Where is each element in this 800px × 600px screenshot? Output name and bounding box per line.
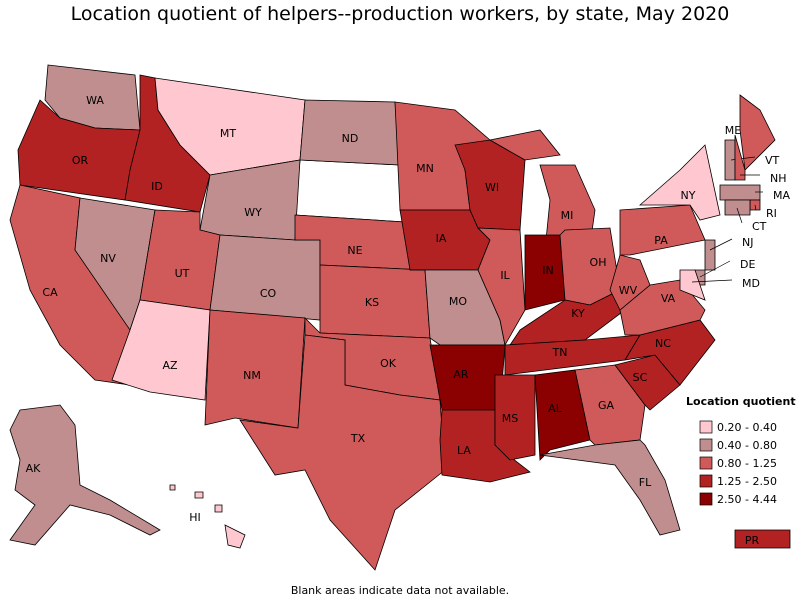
state-label: PR xyxy=(745,534,760,547)
state-label: KY xyxy=(571,307,585,320)
state xyxy=(614,354,681,411)
state-label: VT xyxy=(765,154,780,167)
leader-line xyxy=(754,204,757,211)
state xyxy=(534,369,591,461)
state-label: CA xyxy=(42,286,58,299)
state-label: NV xyxy=(100,252,116,265)
state xyxy=(9,404,161,546)
state-label: MO xyxy=(449,295,467,308)
state xyxy=(476,227,526,347)
state-label: MT xyxy=(220,127,236,140)
state-label: OK xyxy=(380,357,397,370)
legend-label: 0.40 - 0.80 xyxy=(717,439,777,452)
state-label: ND xyxy=(342,132,359,145)
leader-line xyxy=(709,238,733,251)
state xyxy=(638,144,721,221)
state xyxy=(739,94,776,171)
state-label: ME xyxy=(725,124,741,137)
state-label: NC xyxy=(655,337,671,350)
legend-title: Location quotient xyxy=(686,395,796,408)
state-label: OH xyxy=(590,256,607,269)
legend-swatch xyxy=(699,438,713,452)
state-label: MD xyxy=(742,277,760,290)
legend-swatch xyxy=(699,456,713,470)
state-label: CO xyxy=(260,287,277,300)
legend-swatch xyxy=(699,492,713,506)
state-label: WA xyxy=(86,94,104,107)
state-label: IL xyxy=(500,269,510,282)
state-label: OR xyxy=(72,154,89,167)
state-label: AK xyxy=(26,462,42,475)
legend-label: 0.80 - 1.25 xyxy=(717,457,777,470)
state-label: KS xyxy=(365,296,379,309)
state-label: AL xyxy=(548,402,563,415)
state-label: WV xyxy=(619,284,638,297)
leader-line xyxy=(736,207,743,224)
state-label: NH xyxy=(770,172,787,185)
state xyxy=(224,524,246,549)
state-label: SC xyxy=(633,371,648,384)
title: Location quotient of helpers--production… xyxy=(71,3,730,25)
state xyxy=(734,529,791,549)
state-label: MN xyxy=(416,162,434,175)
state xyxy=(214,504,223,513)
state-label: MI xyxy=(561,209,574,222)
state-label: FL xyxy=(639,476,652,489)
state-label: ID xyxy=(151,180,163,193)
state-label: AZ xyxy=(162,359,178,372)
state xyxy=(619,279,706,336)
legend-label: 2.50 - 4.44 xyxy=(717,493,777,506)
state-label: PA xyxy=(654,234,668,247)
state xyxy=(679,269,706,301)
state xyxy=(194,491,204,499)
state-label: WI xyxy=(485,181,499,194)
state-label: VA xyxy=(661,292,676,305)
state xyxy=(609,254,651,311)
legend-label: 1.25 - 2.50 xyxy=(717,475,777,488)
state-label: DE xyxy=(740,258,755,271)
state xyxy=(619,204,706,256)
state-label: AR xyxy=(453,368,469,381)
state-label: TN xyxy=(552,346,568,359)
state-label: GA xyxy=(598,399,615,412)
state-label: HI xyxy=(189,511,201,524)
state-label: IA xyxy=(436,232,447,245)
state-label: NJ xyxy=(742,236,753,249)
leader-line xyxy=(691,279,733,283)
state-label: UT xyxy=(175,267,190,280)
state xyxy=(719,184,761,201)
state xyxy=(724,199,751,216)
state-label: TX xyxy=(350,432,366,445)
state-label: NE xyxy=(347,244,362,257)
state-label: CT xyxy=(752,220,767,233)
leader-line xyxy=(699,260,731,278)
state xyxy=(539,439,681,536)
state-label: WY xyxy=(244,206,262,219)
state-no-data xyxy=(294,159,406,223)
state-label: MA xyxy=(773,189,790,202)
state xyxy=(488,129,561,161)
state xyxy=(734,134,746,181)
state xyxy=(204,309,306,429)
legend-swatch xyxy=(699,420,713,434)
state-label: MS xyxy=(502,412,518,425)
state-label: IN xyxy=(542,264,553,277)
footnote: Blank areas indicate data not available. xyxy=(291,584,509,597)
state xyxy=(209,234,321,321)
state xyxy=(704,239,716,271)
state-label: NM xyxy=(243,369,261,382)
state-label: LA xyxy=(457,444,471,457)
state-label: NY xyxy=(681,189,696,202)
legend-label: 0.20 - 0.40 xyxy=(717,421,777,434)
legend-swatch xyxy=(699,474,713,488)
state xyxy=(169,484,176,491)
state xyxy=(239,334,446,571)
state-label: RI xyxy=(766,207,777,220)
